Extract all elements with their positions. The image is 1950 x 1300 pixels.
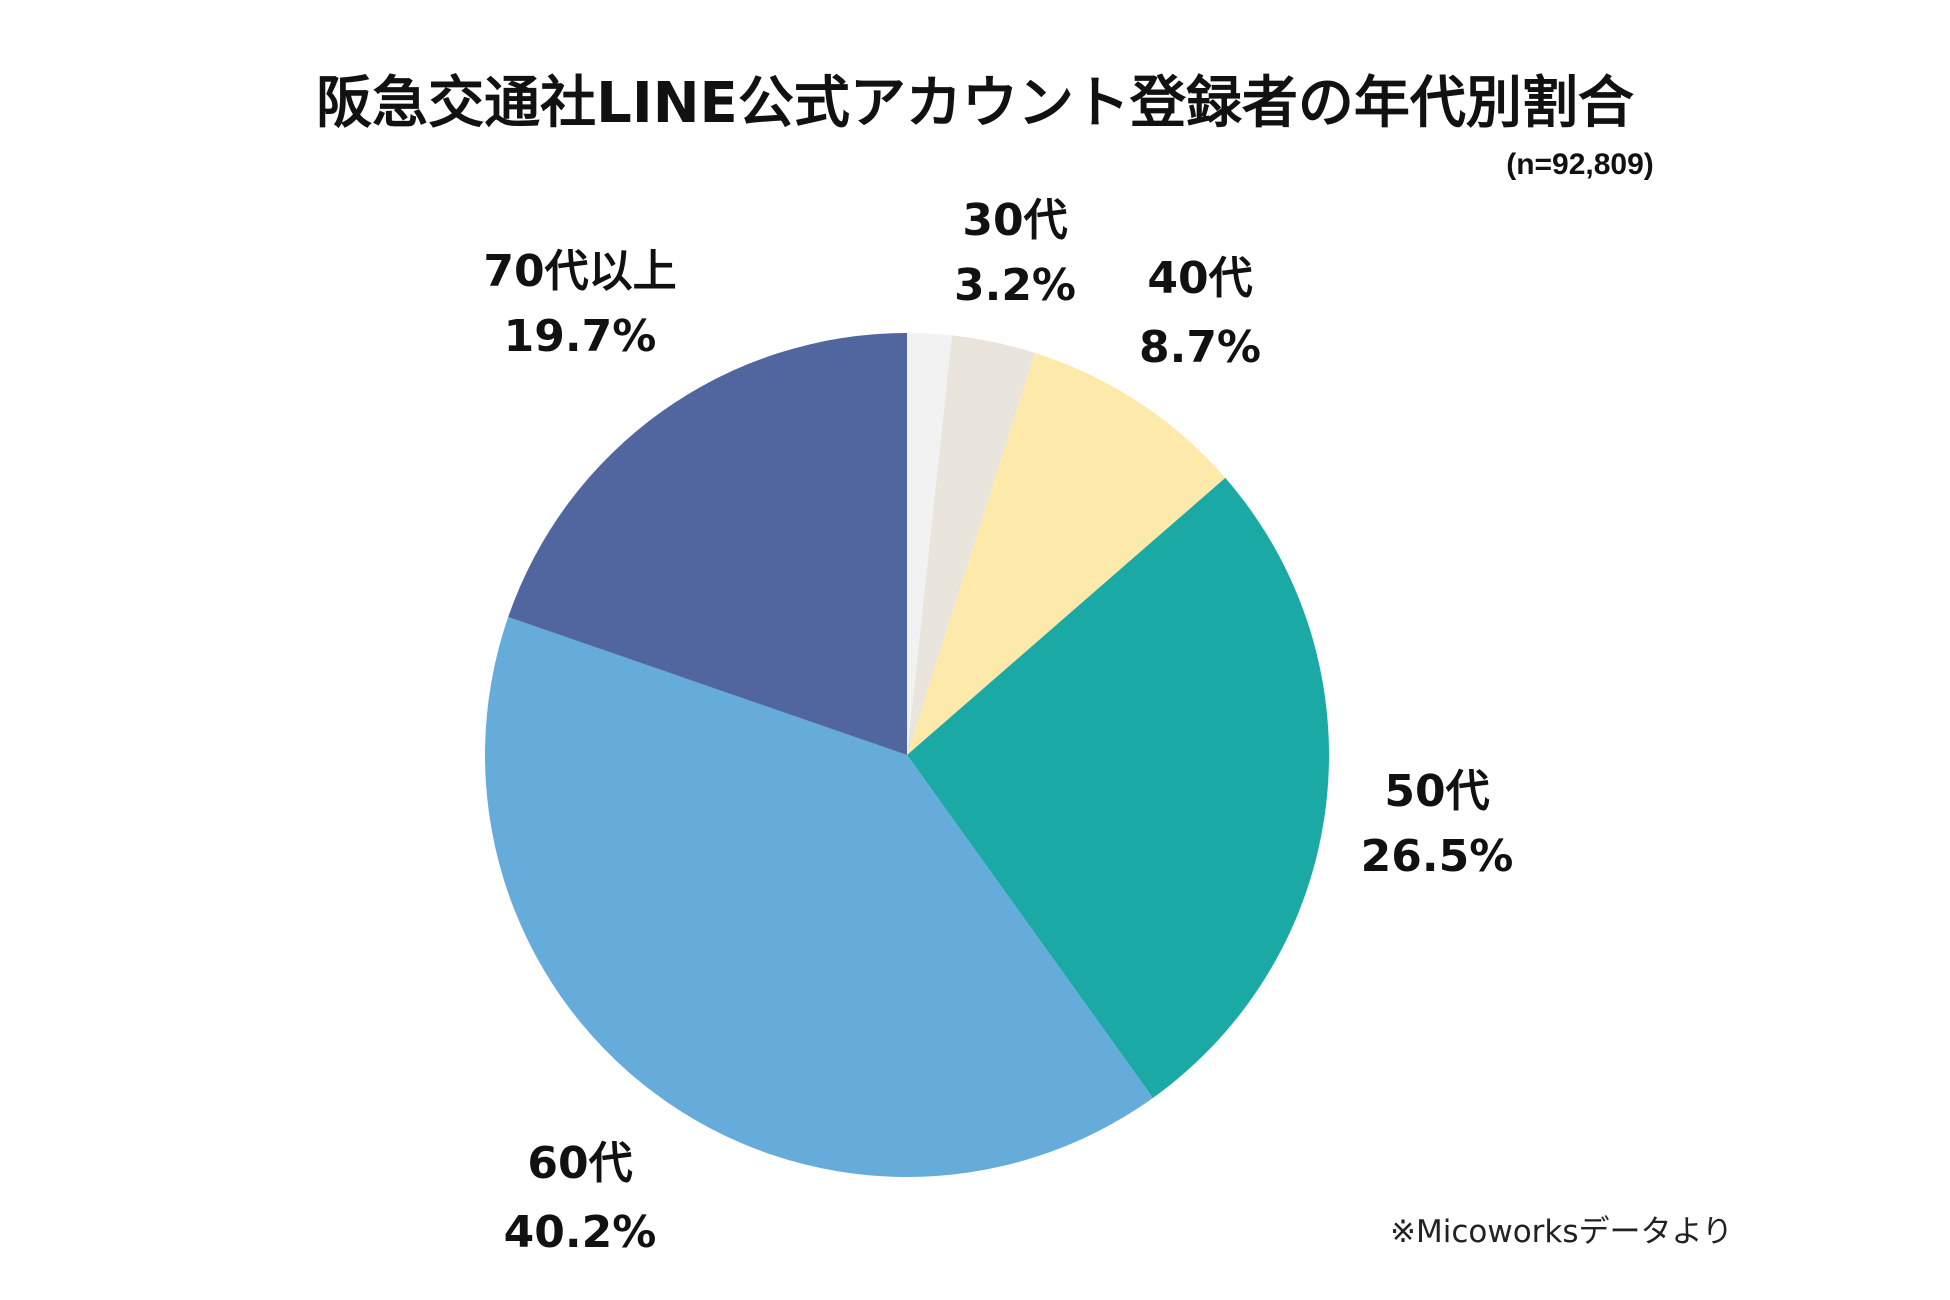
slice-name-label: 60代 (527, 1138, 632, 1189)
slice-percent-label: 19.7% (504, 311, 657, 362)
slice-name-label: 50代 (1384, 766, 1489, 817)
slice-percent-label: 3.2% (954, 260, 1076, 311)
pie-slice (484, 617, 1153, 1178)
slice-percent-label: 40.2% (504, 1207, 657, 1258)
slice-name-label: 40代 (1147, 253, 1252, 304)
pie-labels: 30代 3.2% 40代 8.7% 50代 26.5% 60代 40.2% 70代以上 19.7% (483, 195, 1513, 1258)
pie-slice (907, 333, 952, 755)
sample-size-note: (n=92,809) (1506, 148, 1654, 181)
pie-slice (907, 477, 1330, 1098)
pie-slice (907, 352, 1226, 755)
pie-slice (508, 332, 907, 755)
slice-name-label: 30代 (962, 195, 1067, 246)
slice-percent-label: 26.5% (1361, 831, 1514, 882)
pie-slices (484, 332, 1330, 1178)
slice-name-label: 70代以上 (483, 246, 676, 297)
pie-slice (907, 335, 1035, 755)
chart-title: 阪急交通社LINE公式アカウント登録者の年代別割合 (316, 71, 1634, 136)
slice-percent-label: 8.7% (1139, 322, 1261, 373)
source-note: ※Micoworksデータより (1390, 1214, 1733, 1250)
